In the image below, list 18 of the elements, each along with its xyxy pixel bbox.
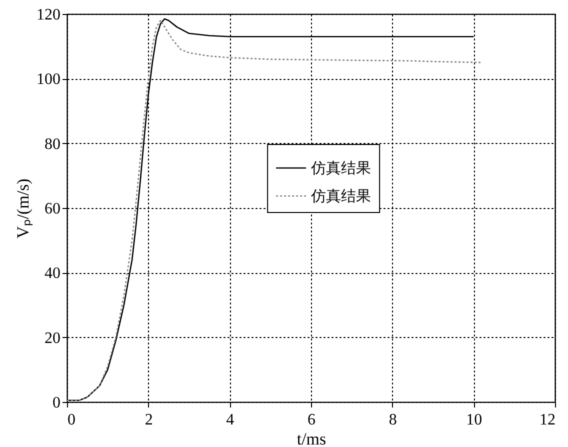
x-tick-label: 6	[308, 412, 316, 428]
legend-label: 仿真结果	[310, 160, 372, 177]
y-tick-label: 120	[36, 6, 60, 24]
y-tick-label: 80	[44, 136, 60, 153]
y-tick-label: 60	[44, 200, 60, 218]
y-tick-label: 0	[52, 394, 60, 412]
x-tick-label: 0	[68, 412, 76, 428]
y-axis-title: Vₚ/(m/s)	[14, 178, 34, 238]
x-tick-label: 12	[540, 412, 556, 428]
y-tick-label: 100	[36, 71, 60, 88]
x-tick-label: 8	[388, 412, 397, 428]
legend-label: 仿真结果	[310, 188, 372, 205]
x-tick-label: 2	[144, 412, 153, 428]
y-tick-label: 40	[44, 265, 60, 282]
x-tick-label: 4	[226, 412, 234, 428]
x-tick-label: 10	[466, 412, 482, 428]
y-tick-label: 20	[44, 330, 60, 347]
x-axis-title: t/ms	[296, 430, 326, 447]
